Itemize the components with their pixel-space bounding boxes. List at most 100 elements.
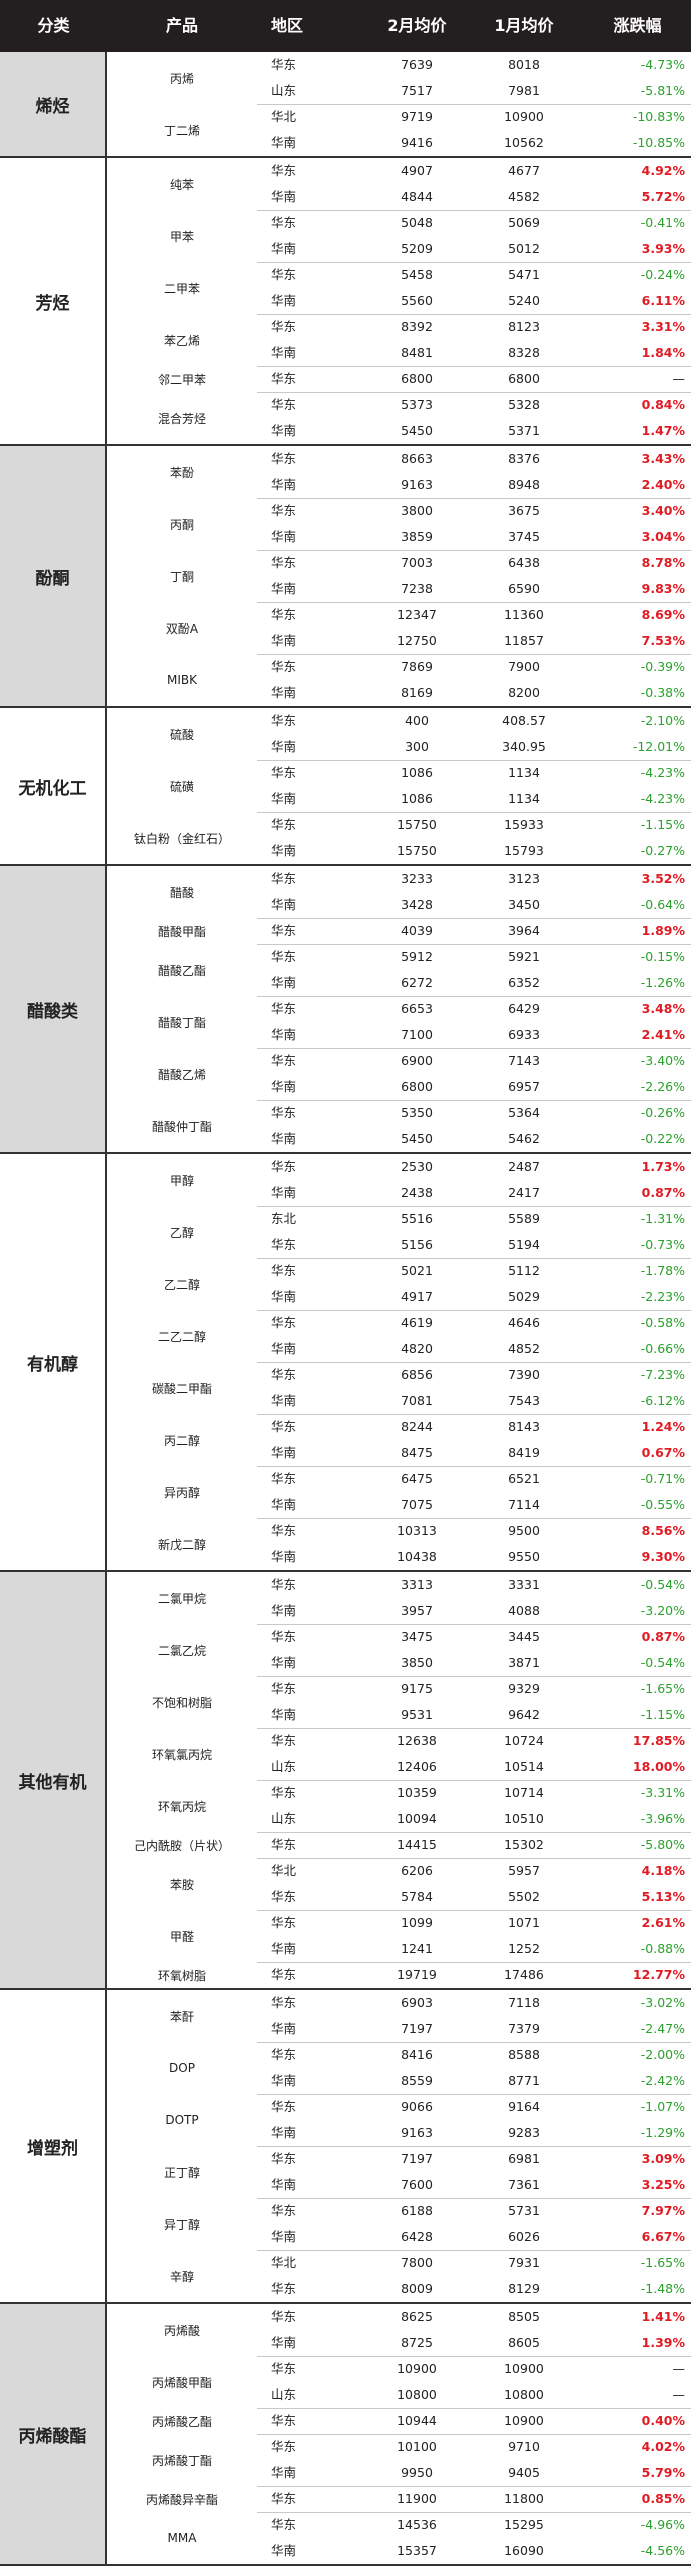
table-row: 华东 3800 3675 3.40% bbox=[257, 498, 691, 524]
table-row: 华南 5450 5371 1.47% bbox=[257, 418, 691, 444]
change-cell: -3.96% bbox=[640, 1811, 685, 1826]
group-divider bbox=[0, 2302, 691, 2304]
product-cell: 环氧树脂 bbox=[157, 1968, 206, 1983]
feb-price-cell: 14415 bbox=[397, 1837, 437, 1852]
product-cell: 硫磺 bbox=[169, 779, 194, 794]
change-cell: -1.26% bbox=[640, 975, 685, 990]
region-cell: 华南 bbox=[271, 423, 297, 438]
product-divider bbox=[257, 262, 691, 263]
product-divider bbox=[257, 366, 691, 367]
feb-price-cell: 15750 bbox=[397, 817, 437, 832]
table-row: 山东 12406 10514 18.00% bbox=[257, 1754, 691, 1780]
jan-price-cell: 10562 bbox=[504, 135, 544, 150]
product-divider bbox=[257, 944, 691, 945]
region-cell: 华南 bbox=[271, 2543, 297, 2558]
product-cell: 异丁醇 bbox=[163, 2217, 200, 2232]
category-cell: 酚酮 bbox=[0, 446, 107, 706]
region-cell: 华东 bbox=[271, 2309, 297, 2324]
change-cell: -2.00% bbox=[640, 2047, 685, 2062]
region-cell: 华南 bbox=[271, 2465, 297, 2480]
feb-price-cell: 3475 bbox=[401, 1629, 433, 1644]
change-cell: 0.40% bbox=[641, 2413, 685, 2428]
group-divider bbox=[0, 1988, 691, 1990]
product-divider bbox=[257, 1310, 691, 1311]
change-cell: 1.84% bbox=[641, 345, 685, 360]
region-cell: 华东 bbox=[271, 1523, 297, 1538]
table-row: 华南 3428 3450 -0.64% bbox=[257, 892, 691, 918]
product-cell: DOP bbox=[169, 2061, 195, 2075]
table-row: 华南 2438 2417 0.87% bbox=[257, 1180, 691, 1206]
region-cell: 华南 bbox=[271, 1185, 297, 1200]
feb-price-cell: 6653 bbox=[401, 1001, 433, 1016]
feb-price-cell: 8169 bbox=[401, 685, 433, 700]
table-row: 华南 300 340.95 -12.01% bbox=[257, 734, 691, 760]
change-cell: — bbox=[672, 371, 686, 386]
change-cell: 3.31% bbox=[641, 319, 685, 334]
category-cell: 有机醇 bbox=[0, 1154, 107, 1570]
product-cell: 纯苯 bbox=[169, 177, 194, 192]
change-cell: 1.39% bbox=[641, 2335, 685, 2350]
product-divider bbox=[257, 1676, 691, 1677]
feb-price-cell: 5784 bbox=[401, 1889, 433, 1904]
product-divider bbox=[257, 2486, 691, 2487]
region-cell: 华南 bbox=[271, 975, 297, 990]
product-cell: 苯酚 bbox=[169, 465, 194, 480]
change-cell: -0.66% bbox=[640, 1341, 685, 1356]
table-row: 华南 9531 9642 -1.15% bbox=[257, 1702, 691, 1728]
region-cell: 华东 bbox=[271, 1419, 297, 1434]
change-cell: -0.54% bbox=[640, 1655, 685, 1670]
feb-price-cell: 5156 bbox=[401, 1237, 433, 1252]
change-cell: -0.24% bbox=[640, 267, 685, 282]
jan-price-cell: 7361 bbox=[508, 2177, 540, 2192]
jan-price-cell: 7931 bbox=[508, 2255, 540, 2270]
product-divider bbox=[257, 1780, 691, 1781]
table-row: 华东 5784 5502 5.13% bbox=[257, 1884, 691, 1910]
product-cell: 丁二烯 bbox=[163, 123, 200, 138]
product-cell: 丙烯酸甲酯 bbox=[151, 2375, 212, 2390]
change-cell: -4.23% bbox=[640, 765, 685, 780]
feb-price-cell: 5209 bbox=[401, 241, 433, 256]
feb-price-cell: 5458 bbox=[401, 267, 433, 282]
change-cell: -0.55% bbox=[640, 1497, 685, 1512]
jan-price-cell: 6933 bbox=[508, 1027, 540, 1042]
change-cell: -1.15% bbox=[640, 817, 685, 832]
jan-price-cell: 11360 bbox=[504, 607, 544, 622]
feb-price-cell: 7197 bbox=[401, 2151, 433, 2166]
region-cell: 华南 bbox=[271, 1445, 297, 1460]
feb-price-cell: 7003 bbox=[401, 555, 433, 570]
product-cell: 丙烯酸丁酯 bbox=[151, 2453, 212, 2468]
feb-price-cell: 9163 bbox=[401, 477, 433, 492]
region-cell: 华东 bbox=[271, 1053, 297, 1068]
feb-price-cell: 7197 bbox=[401, 2021, 433, 2036]
change-cell: 3.09% bbox=[641, 2151, 685, 2166]
region-cell: 华南 bbox=[271, 633, 297, 648]
product-divider bbox=[257, 1100, 691, 1101]
change-cell: 9.83% bbox=[641, 581, 685, 596]
jan-price-cell: 3123 bbox=[508, 871, 540, 886]
table-row: 华南 7197 7379 -2.47% bbox=[257, 2016, 691, 2042]
table-row: 华东 5350 5364 -0.26% bbox=[257, 1100, 691, 1126]
jan-price-cell: 5471 bbox=[508, 267, 540, 282]
region-cell: 华东 bbox=[271, 949, 297, 964]
jan-price-cell: 5921 bbox=[508, 949, 540, 964]
feb-price-cell: 400 bbox=[405, 713, 429, 728]
change-cell: 4.02% bbox=[641, 2439, 685, 2454]
table-row: 华东 5156 5194 -0.73% bbox=[257, 1232, 691, 1258]
region-cell: 华东 bbox=[271, 2281, 297, 2296]
table-row: 华东 3233 3123 3.52% bbox=[257, 866, 691, 892]
header-product: 产品 bbox=[165, 16, 198, 35]
region-cell: 山东 bbox=[271, 2387, 297, 2402]
region-cell: 华东 bbox=[271, 215, 297, 230]
change-cell: — bbox=[672, 2361, 686, 2376]
region-cell: 华东 bbox=[271, 607, 297, 622]
change-cell: 0.84% bbox=[641, 397, 685, 412]
change-cell: -0.71% bbox=[640, 1471, 685, 1486]
change-cell: 9.30% bbox=[641, 1549, 685, 1564]
table-row: 华南 9950 9405 5.79% bbox=[257, 2460, 691, 2486]
change-cell: -0.54% bbox=[640, 1577, 685, 1592]
jan-price-cell: 6352 bbox=[508, 975, 540, 990]
table-row: 华南 6428 6026 6.67% bbox=[257, 2224, 691, 2250]
jan-price-cell: 7390 bbox=[508, 1367, 540, 1382]
product-divider bbox=[257, 760, 691, 761]
region-cell: 华东 bbox=[271, 163, 297, 178]
